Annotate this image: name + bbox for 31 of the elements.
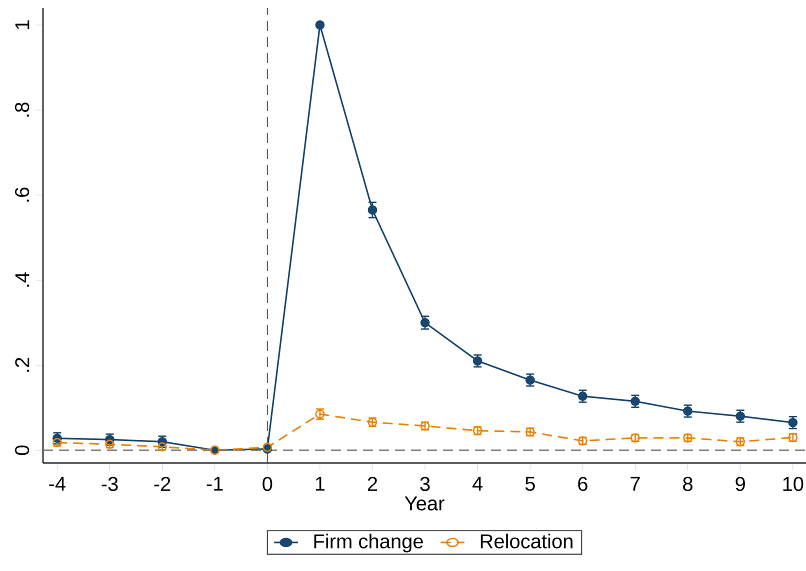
x-tick-label: 9 xyxy=(736,476,745,492)
point xyxy=(52,438,62,448)
y-tick-label: .4 xyxy=(15,272,30,287)
point xyxy=(105,440,114,449)
x-axis-title: Year xyxy=(404,496,444,511)
point xyxy=(315,20,325,30)
x-tick-label: 1 xyxy=(316,476,325,491)
point xyxy=(630,396,640,406)
x-tick-label: 2 xyxy=(368,476,378,491)
y-tick-label: .8 xyxy=(14,102,30,117)
x-tick-label: 10 xyxy=(783,476,804,492)
x-tick-label: -1 xyxy=(206,476,223,491)
point xyxy=(368,205,378,215)
y-tick-label: 0 xyxy=(14,445,30,456)
legend-label: Firm change xyxy=(314,534,423,552)
x-tick-label: 5 xyxy=(525,476,535,491)
point xyxy=(420,318,430,328)
x-tick-label: 3 xyxy=(420,476,430,492)
x-tick-label: 6 xyxy=(578,476,588,492)
x-tick-label: 0 xyxy=(262,476,272,492)
y-tick-label: 1 xyxy=(15,20,30,30)
y-tick-label: .2 xyxy=(15,358,30,372)
x-tick-label: 7 xyxy=(630,476,640,491)
y-tick-label: .6 xyxy=(14,188,30,202)
x-tick-label: 8 xyxy=(683,476,692,492)
legend-label: Relocation xyxy=(480,534,572,548)
x-tick-label: -2 xyxy=(154,476,170,491)
x-tick-label: -4 xyxy=(49,476,66,491)
x-tick-label: -3 xyxy=(102,476,118,492)
x-tick-label: 4 xyxy=(472,476,483,491)
point xyxy=(683,406,692,416)
